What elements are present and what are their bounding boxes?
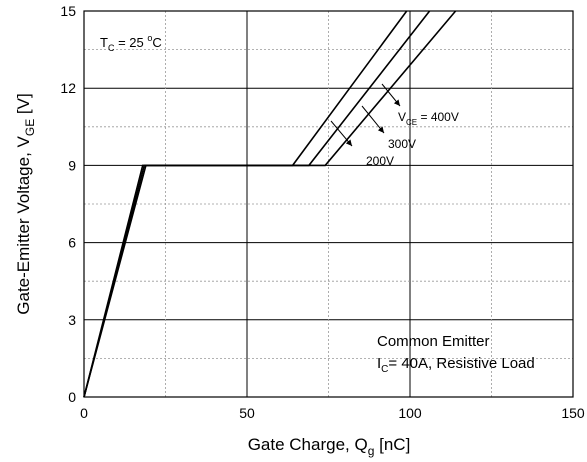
x-tick-label: 150 xyxy=(561,405,585,421)
y-tick-label: 6 xyxy=(68,235,76,251)
series-line-400v xyxy=(83,10,408,398)
series-lines xyxy=(83,10,457,398)
arrow-200v xyxy=(330,120,353,147)
temperature-label: TC = 25 oC xyxy=(100,33,162,53)
condition-common-emitter: Common Emitter xyxy=(377,333,490,350)
x-tick-label: 0 xyxy=(80,405,88,421)
label-200v: 200V xyxy=(366,154,394,168)
label-300v: 300V xyxy=(388,137,416,151)
y-tick-label: 9 xyxy=(68,157,76,173)
x-tick-label: 50 xyxy=(239,405,255,421)
y-tick-label: 15 xyxy=(60,3,76,19)
y-tick-label: 3 xyxy=(68,312,76,328)
y-axis-title: Gate-Emitter Voltage, VGE [V] xyxy=(14,93,37,314)
annotation-arrows xyxy=(330,83,401,147)
arrow-300v xyxy=(361,105,385,134)
x-tick-label: 100 xyxy=(398,405,422,421)
vce-label: VCE = 400V xyxy=(398,110,459,127)
plot-frame xyxy=(83,10,574,398)
y-tick-label: 0 xyxy=(68,389,76,405)
x-axis-title: Gate Charge, Qg [nC] xyxy=(248,435,411,458)
arrow-400v xyxy=(381,83,401,107)
grid-lines xyxy=(84,11,573,397)
condition-current: IC= 40A, Resistive Load xyxy=(377,355,535,375)
y-tick-label: 12 xyxy=(60,80,76,96)
tick-labels: 0 50 100 150 0 3 6 9 12 15 xyxy=(60,3,584,421)
